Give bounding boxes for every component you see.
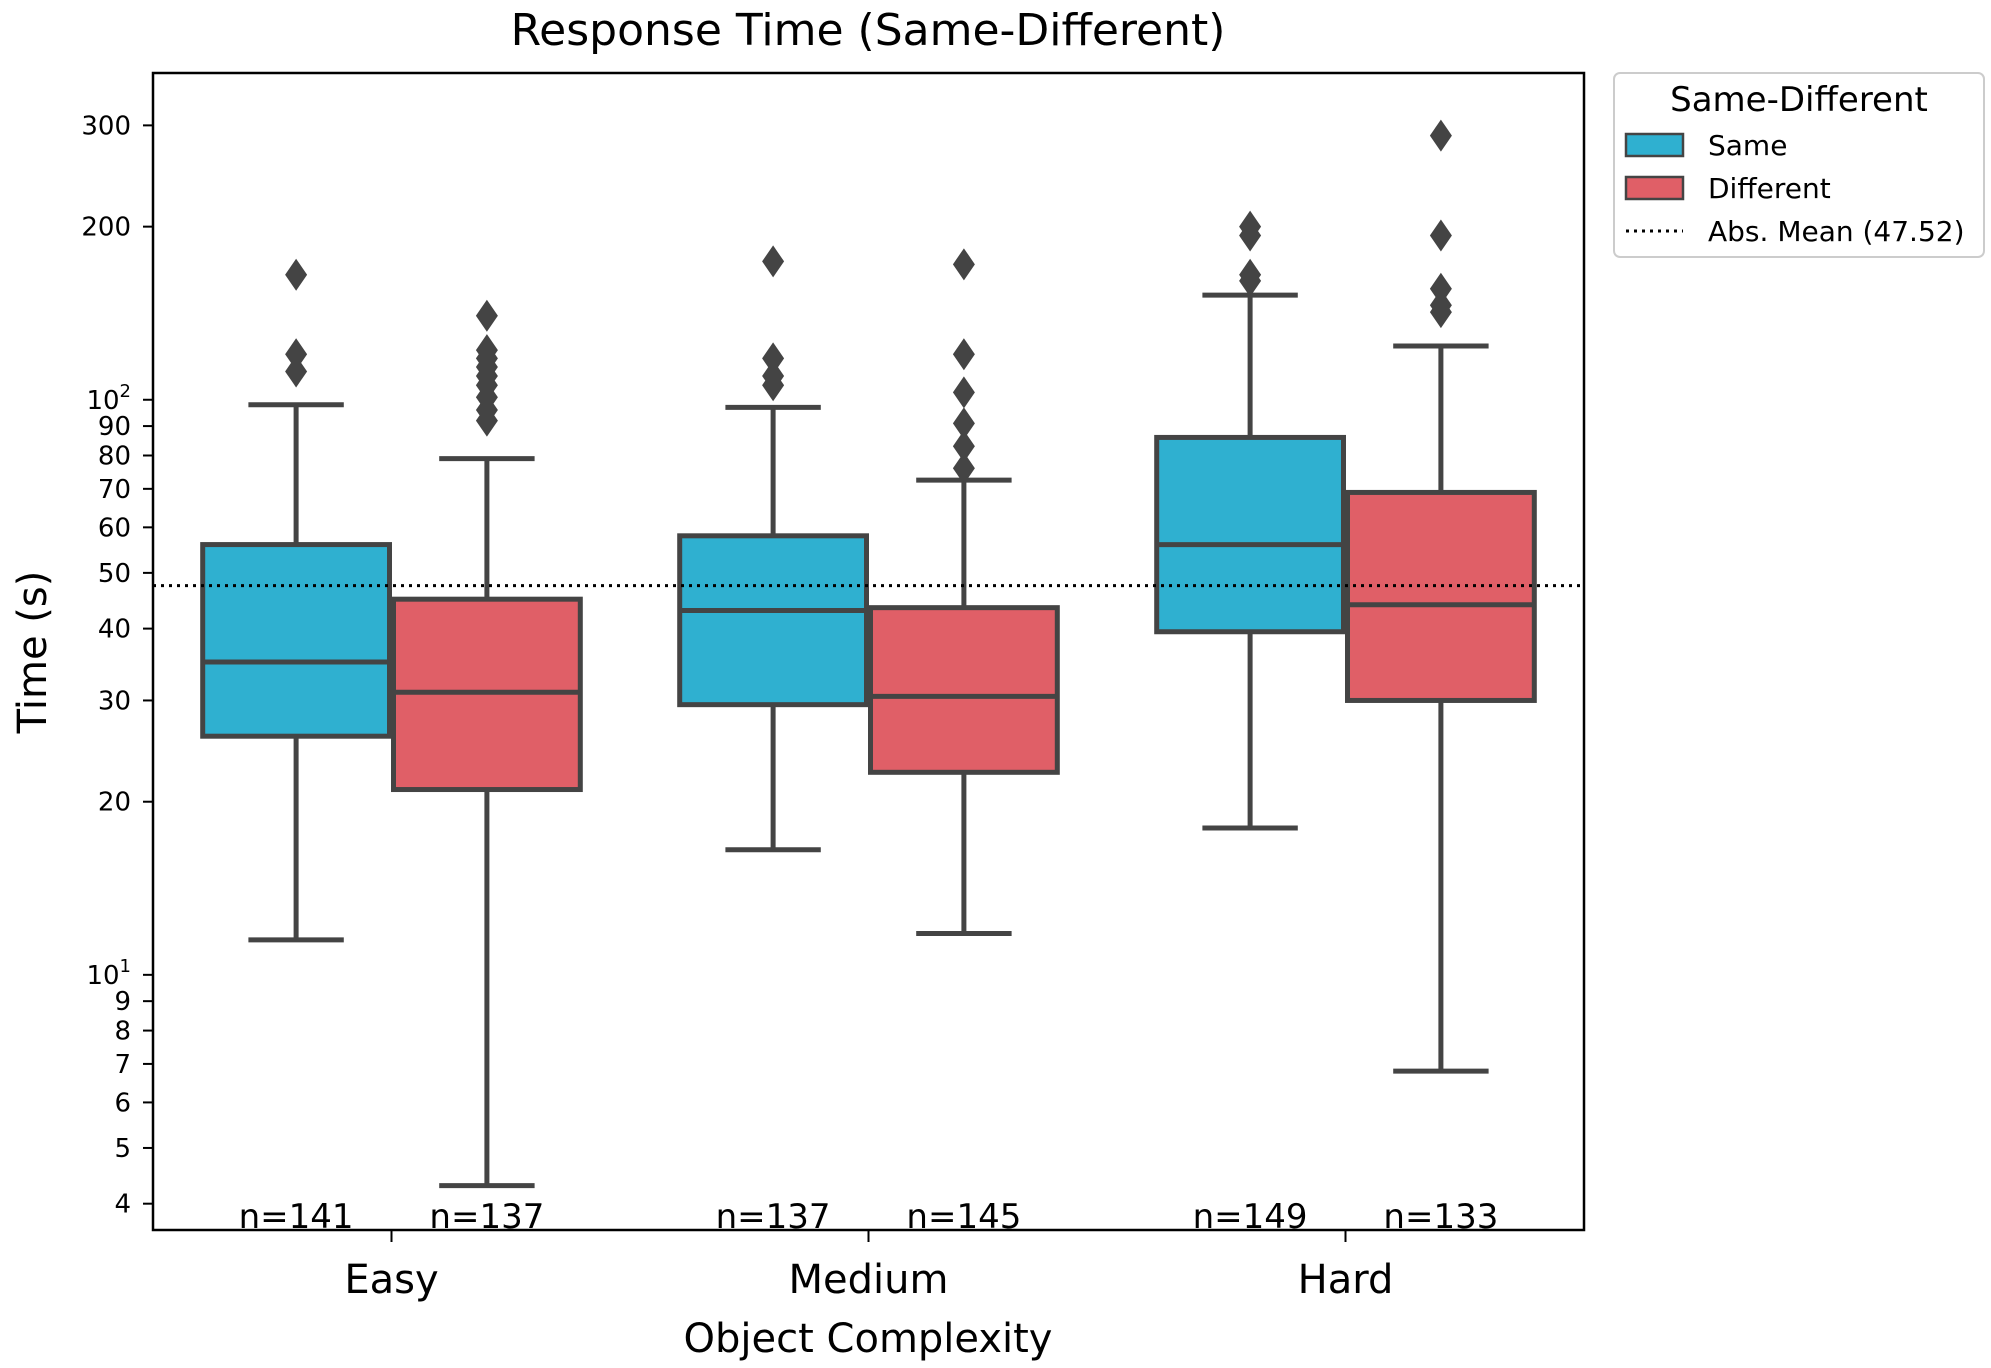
y-tick-label-exponent: 2 (120, 381, 131, 402)
outlier-point (762, 245, 785, 278)
outlier-point (952, 248, 975, 281)
outlier-point (285, 355, 308, 388)
y-tick-label: 102 (86, 381, 131, 416)
plot-frame (151, 71, 1586, 1232)
box-same-hard: n=149 (1154, 210, 1346, 1237)
y-tick-label: 8 (114, 1017, 131, 1047)
legend-swatch-different (1624, 175, 1685, 201)
outlier-point (952, 338, 975, 371)
outlier-point (762, 342, 785, 375)
x-tick-label: Easy (344, 1257, 438, 1303)
y-tick-label-base: 10 (86, 961, 119, 991)
outlier-point (1429, 219, 1452, 252)
outlier-point (475, 299, 498, 332)
y-axis-label: Time (s) (10, 571, 56, 735)
legend-frame (1613, 72, 1985, 258)
y-tick-label: 9 (114, 987, 131, 1017)
outlier-point (952, 407, 975, 440)
chart-title: Response Time (Same-Different) (511, 5, 1226, 56)
outlier-point (285, 338, 308, 371)
legend-title: Same-Different (1670, 80, 1928, 120)
y-tick-label-base: 10 (86, 386, 119, 416)
box-iqr (677, 533, 870, 708)
y-tick-label: 5 (114, 1134, 131, 1164)
y-tick-label-exponent: 1 (120, 956, 131, 977)
outlier-point (1239, 258, 1262, 291)
x-tick-label: Hard (1298, 1257, 1394, 1303)
legend-label-different: Different (1708, 172, 1831, 205)
y-tick-label: 101 (86, 956, 131, 991)
outlier-point (285, 258, 308, 291)
y-tick-label: 70 (98, 475, 131, 505)
y-tick-label: 90 (98, 412, 131, 442)
box-different-hard: n=133 (1345, 119, 1537, 1237)
box-iqr (200, 542, 392, 739)
y-tick-label: 20 (98, 788, 131, 818)
y-tick-label: 300 (81, 111, 131, 141)
y-tick-label: 200 (81, 213, 131, 243)
box-iqr (1154, 434, 1346, 635)
legend-swatch-same (1624, 132, 1685, 158)
y-tick-label: 30 (98, 686, 131, 716)
y-tick-label: 7 (114, 1050, 131, 1080)
legend-label-same: Same (1708, 129, 1787, 162)
y-tick-label: 60 (98, 513, 131, 543)
outlier-point (1429, 119, 1452, 152)
box-iqr (868, 605, 1060, 775)
legend: Same-Different Same Different Abs. Mean … (1613, 72, 1985, 258)
box-different-medium: n=145 (868, 248, 1060, 1237)
y-tick-label: 4 (114, 1190, 131, 1220)
outlier-point (475, 334, 498, 367)
y-tick-label: 6 (114, 1088, 131, 1118)
y-tick-label: 80 (98, 441, 131, 471)
y-tick-label: 40 (98, 615, 131, 645)
outlier-point (1239, 210, 1262, 243)
outlier-point (952, 376, 975, 409)
outlier-point (1429, 272, 1452, 305)
outlier-point (952, 430, 975, 463)
x-tick-label: Medium (789, 1257, 949, 1303)
x-axis: Easy Medium Hard (344, 1230, 1393, 1303)
box-different-easy: n=137 (391, 299, 583, 1237)
outlier-point (1429, 289, 1452, 322)
box-same-easy: n=141 (200, 258, 392, 1237)
box-same-medium: n=137 (677, 245, 870, 1237)
box-iqr (1345, 489, 1537, 703)
outlier-point (762, 359, 785, 392)
outlier-point (952, 452, 975, 485)
legend-label-abs-mean: Abs. Mean (47.52) (1708, 215, 1965, 248)
x-axis-label: Object Complexity (684, 1316, 1053, 1362)
y-tick-label: 50 (98, 559, 131, 589)
